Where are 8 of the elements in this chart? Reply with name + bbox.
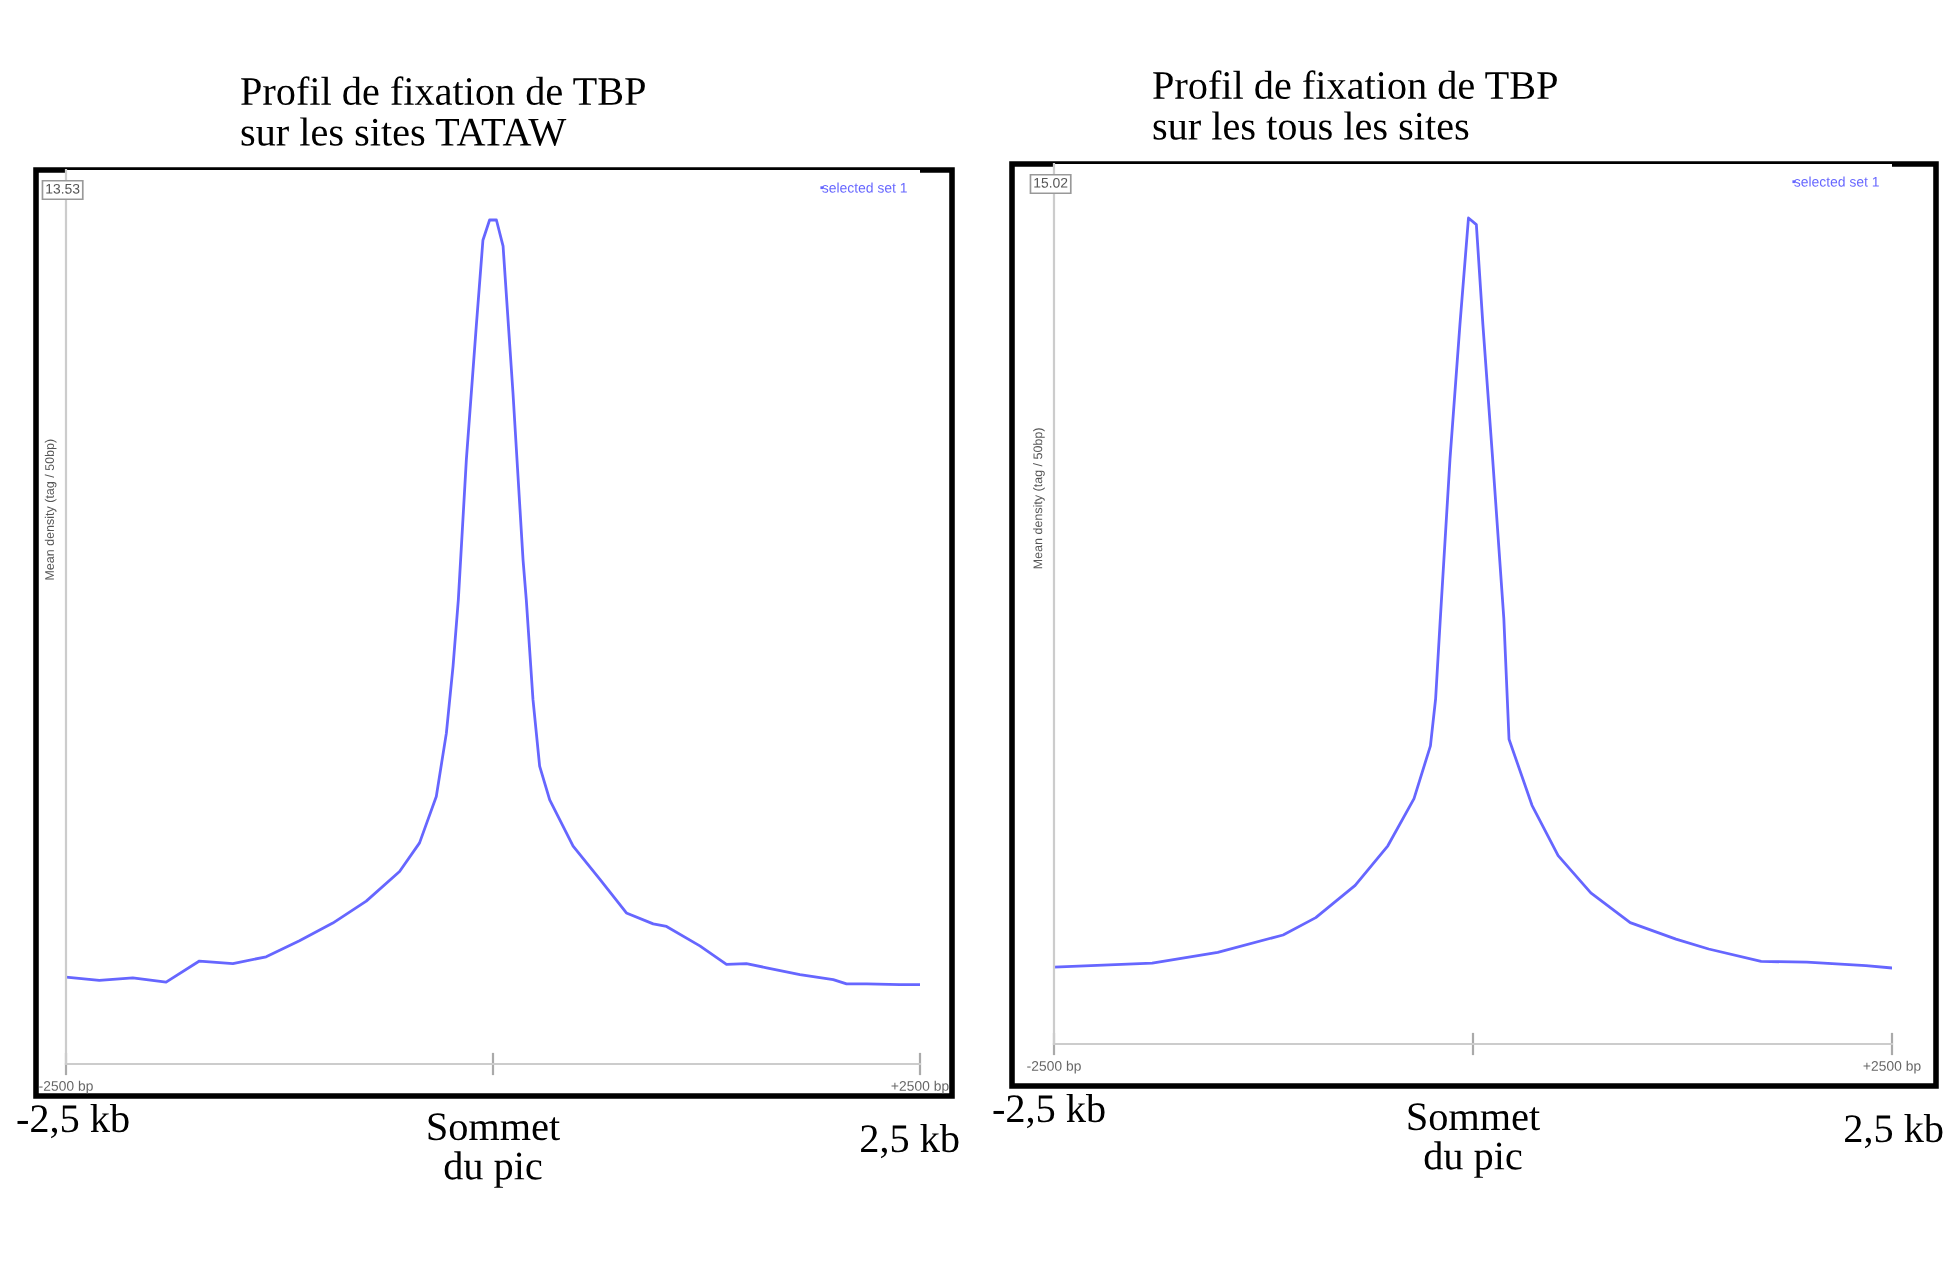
chart-title: Profil de fixation de TBP sur les tous les sites bbox=[1153, 70, 1557, 140]
text: 2,5 kb bbox=[1845, 1114, 1943, 1149]
x-axis-title: Sommet du pic bbox=[428, 1113, 560, 1188]
x-axis-title: Sommet du pic bbox=[1408, 1103, 1540, 1178]
text: -2,5 kb bbox=[17, 1104, 129, 1139]
text: -2,5 kb bbox=[993, 1094, 1105, 1129]
text: 2,5 kb bbox=[861, 1124, 959, 1159]
chart-title: Profil de fixation de TBP sur les sites TATAW bbox=[241, 76, 645, 147]
